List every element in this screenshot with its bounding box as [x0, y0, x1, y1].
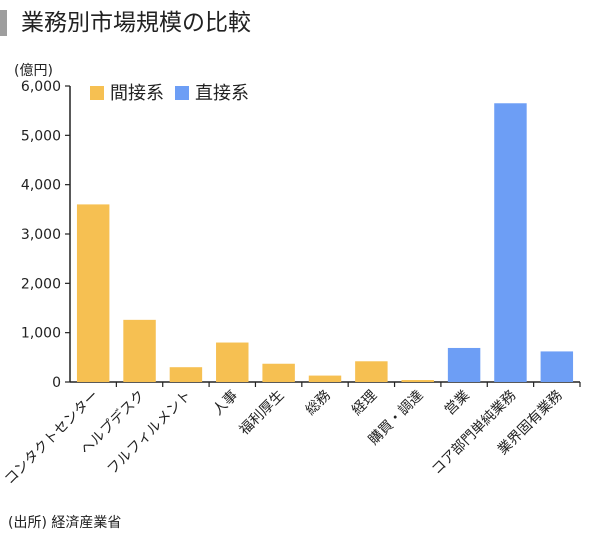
bar — [123, 319, 156, 382]
category-label: コア部門単純業務 — [429, 388, 520, 479]
y-tick-label: 1,000 — [21, 326, 61, 342]
chart-title: 業務別市場規模の比較 — [21, 10, 251, 36]
bar — [540, 351, 574, 382]
y-tick-label: 2,000 — [21, 276, 61, 292]
legend-swatch — [175, 86, 189, 100]
category-label: 経理 — [349, 388, 380, 419]
source-note: (出所) 経済産業省 — [8, 515, 122, 531]
category-label: 総務 — [303, 388, 334, 419]
bar — [76, 204, 110, 382]
category-label: 営業 — [442, 388, 473, 419]
category-label: フルフィルメント — [104, 388, 194, 478]
y-tick-label: 5,000 — [21, 128, 61, 144]
bar — [262, 363, 295, 382]
title-accent-bar — [0, 10, 7, 36]
legend-label: 直接系 — [195, 83, 249, 104]
y-axis-unit-label: (億円) — [14, 63, 53, 79]
legend-swatch — [90, 86, 104, 100]
bar — [169, 367, 203, 382]
y-tick-label: 4,000 — [21, 178, 61, 194]
bar — [216, 342, 249, 382]
bar — [401, 380, 434, 382]
y-tick-label: 0 — [52, 375, 61, 391]
y-tick-label: 3,000 — [21, 227, 61, 243]
y-tick-label: 6,000 — [21, 79, 61, 95]
bar — [494, 103, 527, 383]
bar — [355, 361, 388, 382]
bar — [308, 375, 342, 382]
category-label: 福利厚生 — [237, 388, 288, 439]
legend-label: 間接系 — [110, 83, 164, 104]
bar — [447, 347, 481, 382]
category-label: 人事 — [210, 388, 241, 419]
